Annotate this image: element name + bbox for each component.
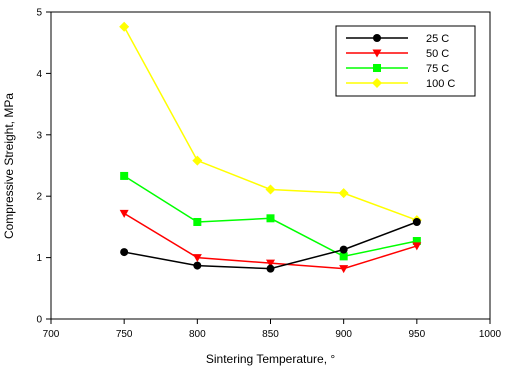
legend-label: 75 C [426, 63, 449, 75]
legend-marker [372, 49, 382, 58]
data-point [266, 264, 275, 273]
legend-marker [373, 34, 381, 42]
x-axis-label: Sintering Temperature, ° [206, 352, 336, 366]
legend-marker [373, 64, 381, 72]
y-tick-label: 4 [36, 69, 42, 80]
x-tick-label: 900 [335, 329, 352, 340]
data-point [192, 254, 202, 263]
series-25-c [120, 217, 421, 273]
data-point [339, 245, 348, 254]
series-75-c [120, 171, 421, 261]
y-tick-label: 2 [36, 192, 42, 203]
data-point [412, 242, 422, 251]
data-point [120, 248, 129, 257]
series-50-c [119, 209, 422, 274]
y-tick-label: 5 [36, 8, 42, 19]
y-axis-label: Compressive Streight, MPa [2, 93, 16, 239]
data-point [119, 21, 130, 32]
y-tick-label: 3 [36, 130, 42, 141]
data-point [193, 217, 202, 226]
data-point [120, 171, 129, 180]
data-point [412, 217, 421, 226]
legend-marker [372, 78, 382, 88]
series-layer [119, 21, 422, 274]
y-tick-label: 0 [36, 315, 42, 326]
data-point [265, 184, 276, 195]
data-point [119, 209, 129, 218]
data-point [266, 214, 275, 223]
data-point [412, 237, 421, 246]
axes: 700 750 800 850 900 950 1000 0 1 2 3 4 5 [36, 8, 501, 341]
data-point [338, 188, 349, 199]
legend-label: 100 C [426, 78, 455, 90]
data-point [339, 252, 348, 261]
data-point [339, 265, 349, 274]
x-tick-label: 1000 [479, 329, 502, 340]
x-tick-label: 950 [408, 329, 425, 340]
data-point [192, 155, 203, 166]
legend-label: 50 C [426, 48, 449, 60]
legend: 25 C 50 C 75 C 100 C [335, 25, 476, 97]
data-point [193, 261, 202, 270]
data-point [266, 259, 275, 268]
y-tick-label: 1 [36, 253, 42, 264]
legend-label: 25 C [426, 33, 449, 45]
x-tick-label: 750 [116, 329, 133, 340]
x-tick-label: 700 [43, 329, 60, 340]
x-tick-label: 850 [262, 329, 279, 340]
x-tick-label: 800 [189, 329, 206, 340]
series-100-c [119, 21, 422, 226]
